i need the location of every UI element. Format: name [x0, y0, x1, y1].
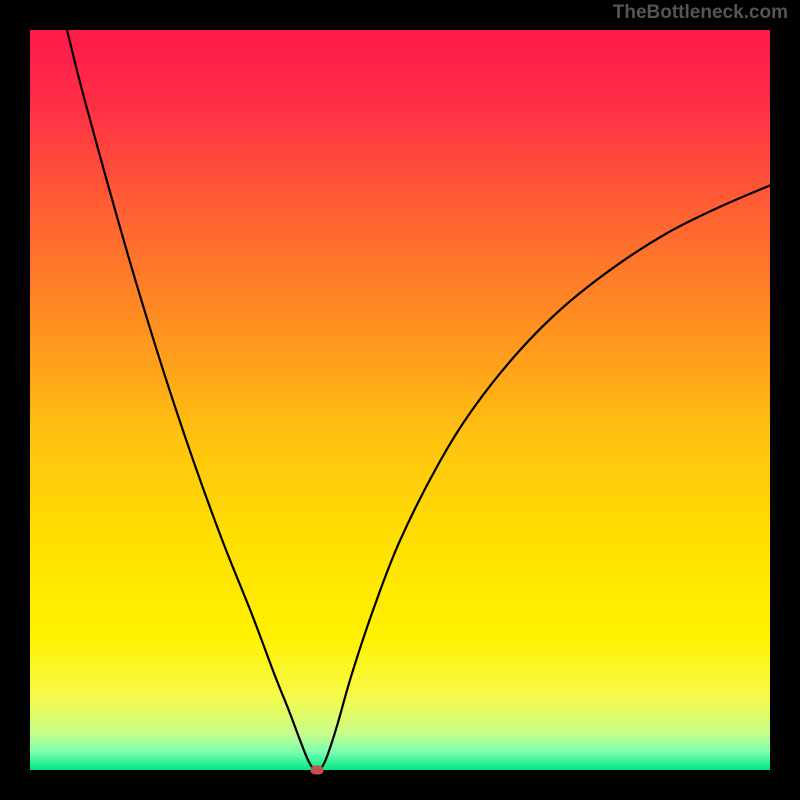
chart-curve-svg	[30, 30, 770, 770]
optimal-point-marker	[311, 766, 324, 775]
bottleneck-curve	[67, 30, 770, 770]
watermark-text: TheBottleneck.com	[613, 2, 788, 24]
chart-plot-area	[30, 30, 770, 770]
